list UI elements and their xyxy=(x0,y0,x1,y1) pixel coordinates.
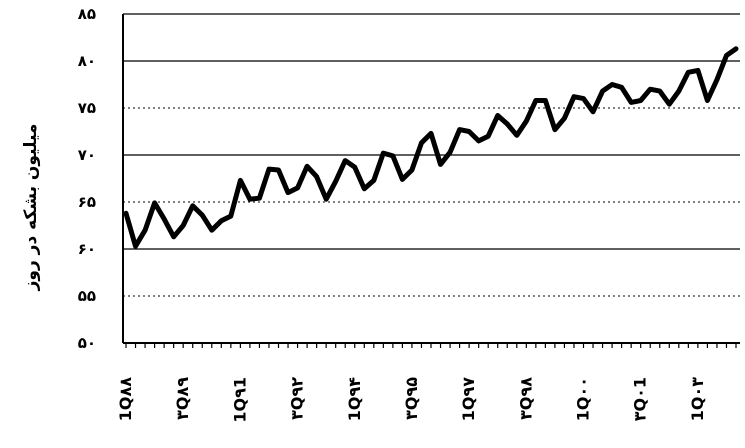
x-tick-label: ۳Q۹۸ xyxy=(516,377,535,420)
y-axis-label: میلیون بشکه در روز xyxy=(21,124,41,292)
x-tick-label: 1Q۰۳ xyxy=(688,377,707,422)
y-tick-label: ۸۵ xyxy=(78,5,96,23)
x-tick-label: 1Q۰۰ xyxy=(574,377,593,421)
x-tick-label: ۳Q۹۲ xyxy=(288,377,307,420)
x-tick-label: ۳Q۸۹ xyxy=(173,377,192,420)
y-tick-label: ۷۰ xyxy=(78,146,96,164)
y-tick-label: ۷۵ xyxy=(78,99,96,117)
y-axis-ticks: ۵۰ ۵۵ ۶۰ ۶۵ ۷۰ ۷۵ ۸۰ ۸۵ xyxy=(78,5,96,352)
gridlines xyxy=(123,13,740,297)
x-tick-label: ۳Q۰1 xyxy=(631,377,650,421)
x-tick-label: 1Q۹1 xyxy=(230,377,249,423)
x-tick-label: 1Q۹۷ xyxy=(459,377,478,422)
y-tick-label: ۸۰ xyxy=(78,52,96,70)
y-tick-label: ۵۵ xyxy=(78,287,96,305)
y-tick-label: ۶۵ xyxy=(78,193,96,211)
x-tick-label: 1Q۸۸ xyxy=(116,377,135,422)
series-layer xyxy=(123,46,739,249)
y-tick-label: ۵۰ xyxy=(78,334,96,352)
x-axis-ticks: 1Q۸۸ ۳Q۸۹ 1Q۹1 ۳Q۹۲ 1Q۹۴ ۳Q۹۵ 1Q۹۷ ۳Q۹۸ 1Q۰۰ ۳Q۰1… xyxy=(116,377,707,423)
axes xyxy=(122,14,740,348)
series-line xyxy=(123,46,739,249)
y-tick-label: ۶۰ xyxy=(78,240,96,258)
x-tick-label: 1Q۹۴ xyxy=(345,377,364,422)
x-tick-label: ۳Q۹۵ xyxy=(402,377,421,420)
